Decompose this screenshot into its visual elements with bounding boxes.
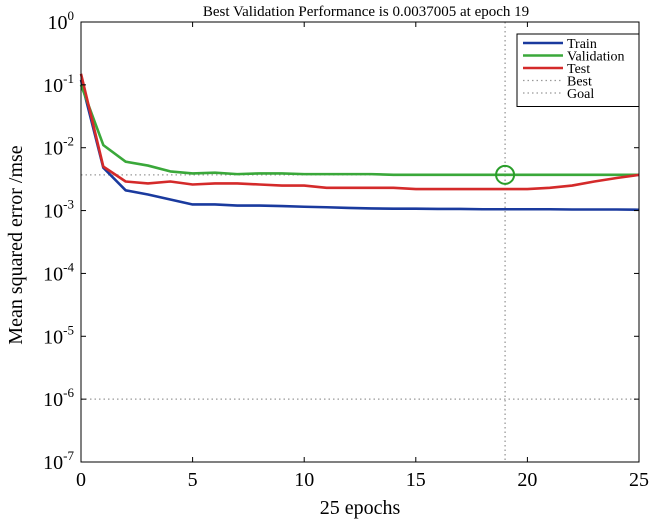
legend-label-train: Train xyxy=(567,37,597,52)
plot-frame xyxy=(80,21,640,463)
y-tick-label: 10-4 xyxy=(43,259,74,285)
y-tick-label: 10-3 xyxy=(43,197,74,223)
x-tick-label: 5 xyxy=(188,469,198,491)
chart-title: Best Validation Performance is 0.0037005… xyxy=(203,4,529,20)
y-tick-label: 10-1 xyxy=(43,71,74,97)
plot-area: 0 5 10 15 20 25 100 10-1 10-2 10-3 10-4 10-5 10-6 10-… xyxy=(43,8,649,491)
x-axis-label: 25 epochs xyxy=(320,497,401,519)
x-tick-label: 25 xyxy=(629,469,649,491)
y-tick-label: 10-6 xyxy=(43,385,74,411)
y-tick-label: 10-5 xyxy=(43,322,74,348)
y-tick-label: 10-2 xyxy=(43,134,74,160)
x-tick-label: 15 xyxy=(406,469,426,491)
series-line-train xyxy=(79,79,640,212)
y-axis-label: Mean squared error /mse xyxy=(5,145,27,344)
y-tick-label: 100 xyxy=(48,8,75,34)
legend-label-validation: Validation xyxy=(567,50,625,65)
x-tick-label: 0 xyxy=(76,469,86,491)
legend-label-best: Best xyxy=(567,75,592,90)
legend-label-test: Test xyxy=(567,62,590,77)
legend-box xyxy=(516,33,640,107)
legend-label-goal: Goal xyxy=(567,87,594,102)
x-tick-label: 10 xyxy=(294,469,314,491)
series-line-validation xyxy=(79,84,639,177)
best-point-marker xyxy=(495,164,516,185)
y-tick-label: 10-7 xyxy=(43,448,74,474)
x-tick-label: 20 xyxy=(517,469,537,491)
series-line-test xyxy=(79,73,640,191)
